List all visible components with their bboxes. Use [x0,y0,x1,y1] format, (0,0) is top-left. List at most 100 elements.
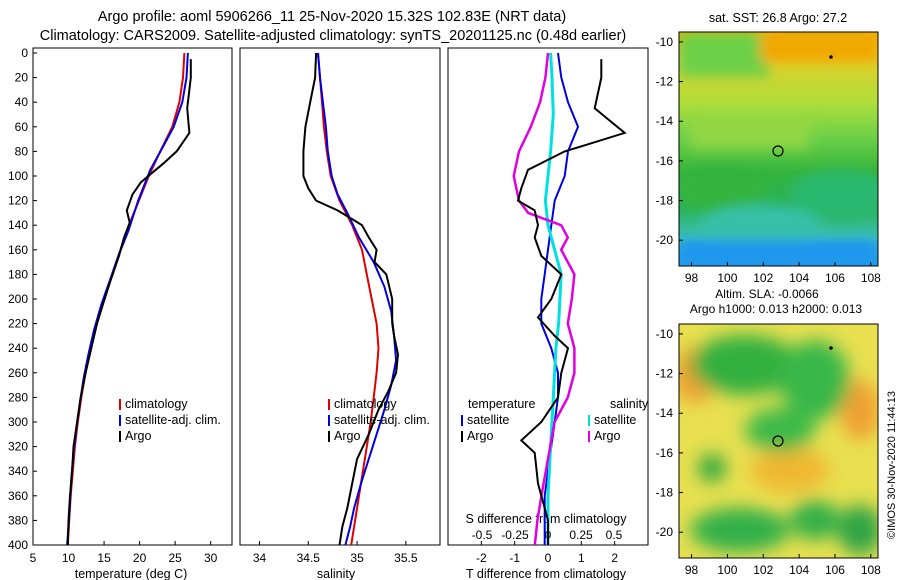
depth-tick-label: 60 [15,120,29,134]
map-lat-tick-label: -10 [656,35,674,49]
depth-tick-label: 0 [21,46,28,60]
sla-float-marker [772,435,784,447]
sla-map-axes: 98 100 102 104 106 108 -10 -12 -14 -16 -18 -20 [656,327,882,577]
map-lon-tick-label: 104 [789,271,809,285]
s-diff-tick-label: 0.5 [606,528,623,542]
depth-tick-label: 320 [8,440,28,454]
map-lon-tick-label: 104 [789,563,809,577]
difference-legend: temperature salinity satellite Argo sate… [461,397,649,443]
temperature-x-label: temperature (deg C) [75,567,188,580]
depth-tick-label: 360 [8,489,28,503]
salinity-tick-label: 34 [253,551,267,565]
salinity-argo-line [302,52,400,545]
sst-map-field [679,32,878,266]
salinity-series [302,52,400,545]
map-lon-tick-label: 100 [717,271,737,285]
salinity-tick-label: 35.5 [394,551,418,565]
map-lon-tick-label: 98 [685,563,699,577]
temperature-tick-label: 25 [168,551,182,565]
sla-map-subtitle: Argo h1000: 0.013 h2000: 0.013 [690,302,862,316]
legend-t-argo-label: Argo [467,429,493,443]
map-lon-tick-label: 106 [825,563,845,577]
map-lat-tick-label: -12 [656,367,674,381]
t-difference-x-label: T difference from climatology [466,567,627,580]
temperature-tick-label: 10 [62,551,76,565]
map-lon-tick-label: 98 [685,271,699,285]
depth-tick-label: 80 [15,144,29,158]
legend-climatology-label: climatology [125,397,188,411]
map-lon-tick-label: 102 [753,563,773,577]
depth-tick-label: 160 [8,243,28,257]
legend-satellite-label: satellite-adj. clim. [125,413,221,427]
depth-tick-label: 400 [8,538,28,552]
map-lat-tick-label: -16 [656,154,674,168]
salinity-legend: climatology satellite-adj. clim. Argo [328,397,430,443]
sst-map-frame [678,31,879,267]
map-lon-tick-label: 106 [825,271,845,285]
map-lon-tick-label: 108 [861,271,881,285]
t-diff-tick-label: 1 [578,551,585,565]
salinity-tick-label: 35 [350,551,364,565]
depth-tick-label: 100 [8,169,28,183]
s-difference-label: S difference from climatology [466,512,628,526]
map-lat-tick-label: -14 [656,114,674,128]
salinity-x-axis: 34 34.5 35 35.5 [253,541,418,565]
temperature-plot-frame [32,47,233,546]
temperature-climatology-line [66,52,186,545]
sst-map-axes: 98 100 102 104 106 108 -10 -12 -14 -16 -18 -20 [656,35,882,285]
temperature-x-axis: 5 10 15 20 25 30 [30,541,218,565]
map-lon-tick-label: 108 [861,563,881,577]
depth-tick-label: 180 [8,267,28,281]
t-diff-tick-label: -2 [476,551,487,565]
map-lat-tick-label: -12 [656,75,674,89]
difference-series [512,52,627,545]
map-lat-tick-label: -18 [656,194,674,208]
t-difference-x-axis: -2 -1 0 1 2 [476,541,618,565]
map-lat-tick-label: -14 [656,406,674,420]
depth-tick-label: 380 [8,513,28,527]
sla-map-field [679,324,878,558]
map-lon-tick-label: 102 [753,271,773,285]
temperature-tick-label: 5 [30,551,37,565]
map-lat-tick-label: -20 [656,233,674,247]
s-diff-tick-label: 0.25 [569,528,593,542]
map-lat-tick-label: -10 [656,327,674,341]
depth-tick-label: 40 [15,95,29,109]
temperature-legend: climatology satellite-adj. clim. Argo [119,397,221,443]
map-lat-tick-label: -18 [656,486,674,500]
t-diff-argo-line [516,59,627,545]
legend-temperature-header: temperature [468,397,535,411]
s-diff-tick-label: -0.25 [501,528,529,542]
temperature-tick-label: 15 [97,551,111,565]
t-diff-tick-label: 2 [611,551,618,565]
sst-float-marker [772,145,784,157]
credit-text: ©IMOS 30-Nov-2020 11:44:13 [886,391,898,539]
t-diff-tick-label: 0 [545,551,552,565]
depth-tick-label: 140 [8,218,28,232]
s-diff-argo-line [512,52,576,545]
legend-argo-label: Argo [125,429,151,443]
salinity-climatology-line [317,52,380,545]
legend-climatology-label: climatology [334,397,397,411]
legend-s-satellite-label: satellite [594,413,636,427]
salinity-x-label: salinity [317,567,356,580]
depth-axis: 0 20 40 60 80 100 120 140 160 180 200 220 240 260 280 3… [8,46,37,552]
sla-map-frame [678,323,879,559]
s-diff-satellite-line [543,52,563,545]
depth-tick-label: 300 [8,415,28,429]
sla-reference-dot [829,346,833,350]
header-line2: Climatology: CARS2009. Satellite-adjuste… [40,28,627,44]
legend-satellite-label: satellite-adj. clim. [334,413,430,427]
sst-map-title: sat. SST: 26.8 Argo: 27.2 [709,11,847,25]
temperature-series [66,52,192,545]
salinity-plot-frame [239,47,441,546]
legend-s-argo-label: Argo [594,429,620,443]
temperature-tick-label: 30 [204,551,218,565]
depth-tick-label: 340 [8,464,28,478]
header-line1: Argo profile: aoml 5906266_11 25-Nov-202… [98,9,566,25]
temperature-argo-line [66,59,192,545]
s-diff-tick-label: -0.5 [472,528,493,542]
salinity-tick-label: 34.5 [297,551,321,565]
depth-tick-label: 240 [8,341,28,355]
